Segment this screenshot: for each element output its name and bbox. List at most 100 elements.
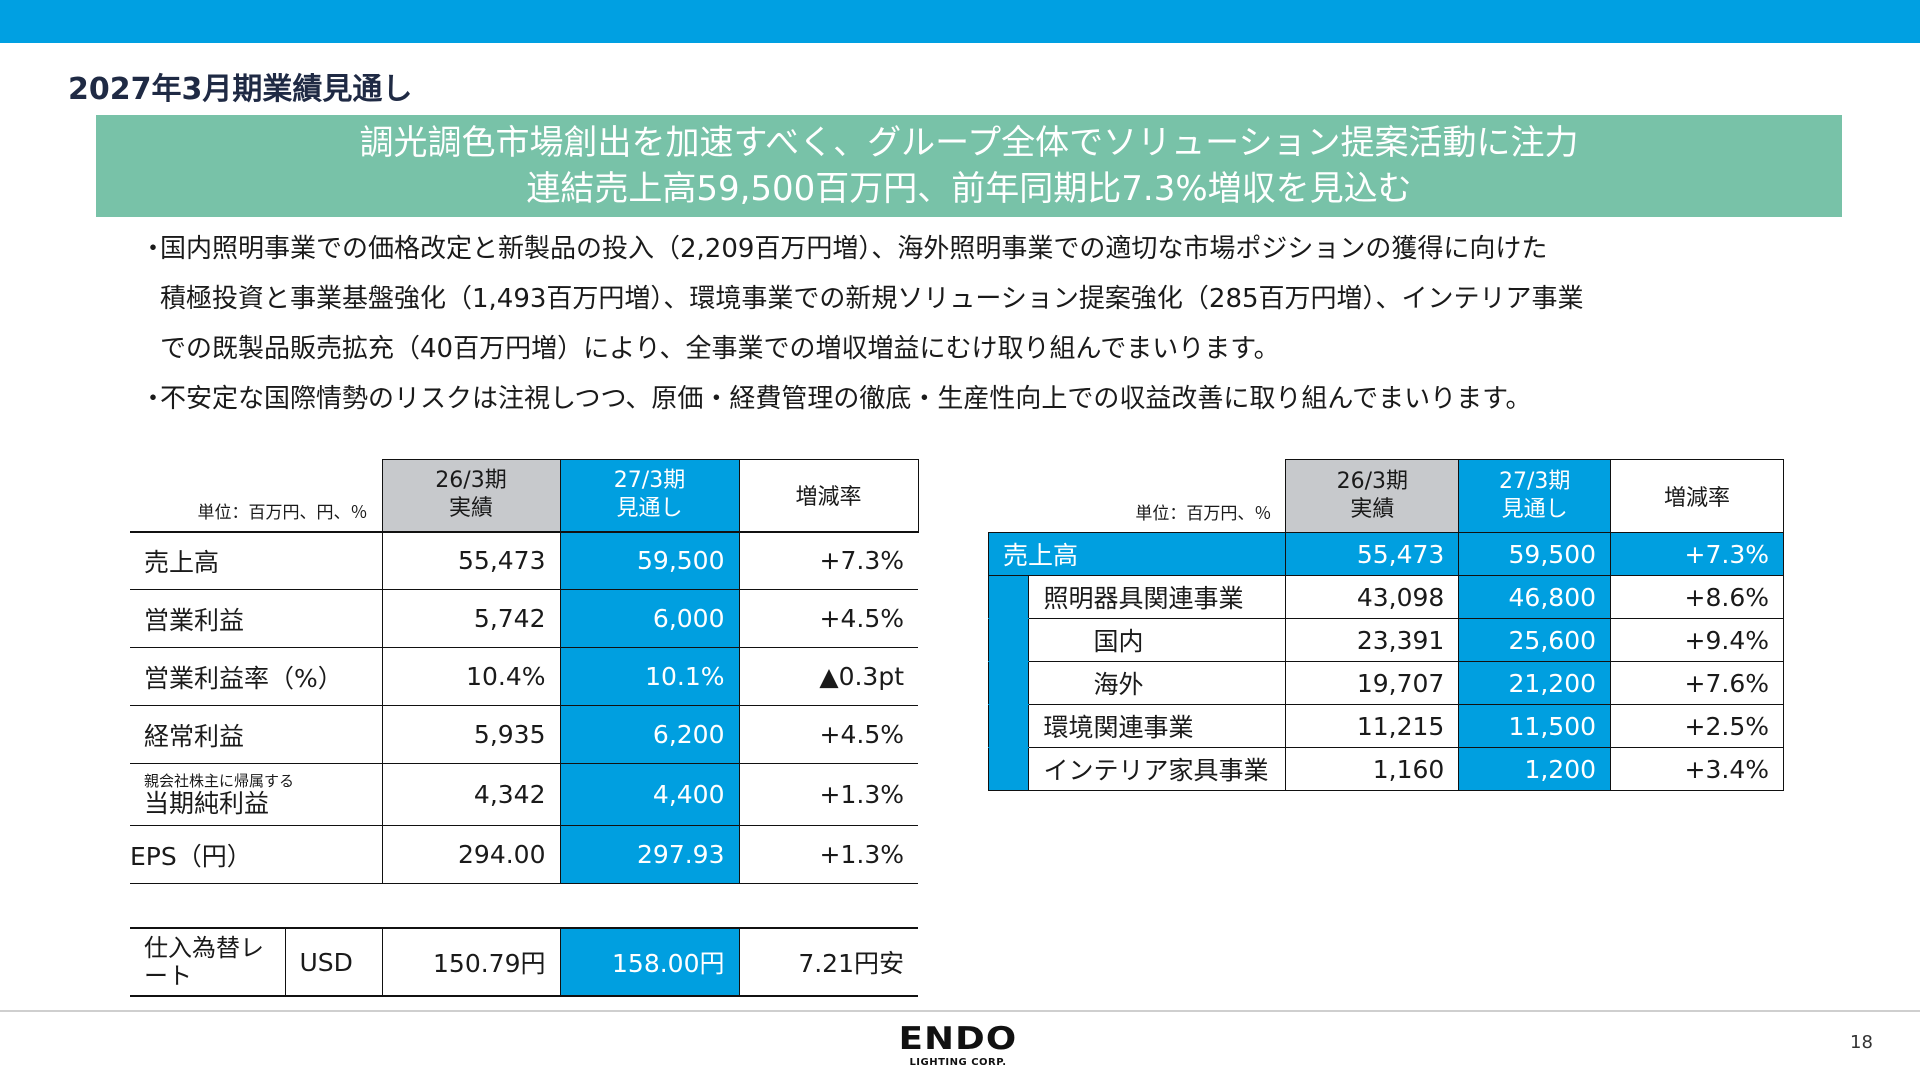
table-row: インテリア家具事業 1,160 1,200 +3.4% [987, 747, 1784, 791]
value-actual: 5,935 [382, 705, 561, 764]
value-actual: 4,342 [382, 763, 561, 826]
value-change: +8.6% [1610, 575, 1784, 619]
value-forecast: 46,800 [1458, 575, 1612, 619]
bullet-item: ・ 国内照明事業での価格改定と新製品の投入（2,209百万円増）、海外照明事業で… [140, 224, 1840, 374]
header-change-rate: 増減率 [738, 459, 919, 533]
row-label: 仕入為替レ ート [130, 928, 286, 996]
table-row: 照明器具関連事業 43,098 46,800 +8.6% [987, 575, 1784, 619]
header-forecast: 27/3期 見通し [559, 459, 740, 533]
value-actual: 43,098 [1285, 575, 1460, 619]
header-actual: 26/3期 実績 [381, 459, 561, 533]
table-header-row: 単位：百万円、円、％ 26/3期 実績 27/3期 見通し 増減率 [130, 459, 919, 533]
value-change: +9.4% [1610, 618, 1784, 662]
bullet-dot: ・ [140, 384, 167, 414]
banner-line-2: 連結売上高59,500百万円、前年同期比7.3%増収を見込む [526, 169, 1412, 209]
value-actual: 1,160 [1285, 747, 1460, 791]
value-forecast: 59,500 [1458, 532, 1612, 576]
table-row: 国内 23,391 25,600 +9.4% [987, 618, 1784, 662]
value-actual: 19,707 [1285, 661, 1460, 705]
row-label: 経常利益 [130, 705, 383, 764]
row-label: EPS（円） [130, 825, 383, 884]
value-change: +3.4% [1610, 747, 1784, 791]
value-actual: 11,215 [1285, 704, 1460, 748]
value-actual: 5,742 [382, 589, 561, 648]
row-label: インテリア家具事業 [1028, 747, 1287, 791]
table-row-total: 売上高 55,473 59,500 +7.3% [987, 532, 1784, 576]
row-label: 売上高 [130, 531, 383, 590]
table-row: 海外 19,707 21,200 +7.6% [987, 661, 1784, 705]
value-change: +2.5% [1610, 704, 1784, 748]
banner-line-1: 調光調色市場創出を加速すべく、グループ全体でソリューション提案活動に注力 [359, 123, 1579, 163]
table-row: EPS（円） 294.00 297.93 +1.3% [130, 825, 918, 884]
value-forecast: 59,500 [560, 531, 740, 590]
table-row: 売上高 55,473 59,500 +7.3% [130, 531, 918, 590]
table-row: 営業利益率（%） 10.4% 10.1% ▲0.3pt [130, 647, 918, 706]
value-forecast: 4,400 [560, 763, 740, 826]
row-label: 営業利益 [130, 589, 383, 648]
header-change-rate: 増減率 [1610, 459, 1784, 533]
value-forecast: 10.1% [560, 647, 740, 706]
value-change: +7.3% [1610, 532, 1784, 576]
bullet-item: ・ 不安定な国際情勢のリスクは注視しつつ、原価・経費管理の徹底・生産性向上での収… [140, 374, 1840, 424]
table-row: 仕入為替レ ート USD 150.79円 158.00円 7.21円安 [130, 928, 918, 996]
value-forecast: 6,000 [560, 589, 740, 648]
indent-stub [987, 704, 1030, 748]
value-actual: 10.4% [382, 647, 561, 706]
row-label: 照明器具関連事業 [1028, 575, 1287, 619]
indent-stub [987, 618, 1030, 662]
value-change: +1.3% [739, 763, 918, 826]
bullet-dot: ・ [140, 234, 167, 264]
indent-stub [987, 661, 1030, 705]
row-label: 売上高 [987, 532, 1287, 576]
table-row: 環境関連事業 11,215 11,500 +2.5% [987, 704, 1784, 748]
exchange-rate-table: 仕入為替レ ート USD 150.79円 158.00円 7.21円安 [130, 927, 918, 997]
table-row: 親会社株主に帰属する 当期純利益 4,342 4,400 +1.3% [130, 763, 918, 826]
unit-label: 単位：百万円、円、％ [130, 459, 382, 533]
bullet-list: ・ 国内照明事業での価格改定と新製品の投入（2,209百万円増）、海外照明事業で… [140, 224, 1840, 424]
page-title: 2027年3月期業績見通し [68, 72, 413, 107]
value-forecast: 25,600 [1458, 618, 1612, 662]
table-row: 営業利益 5,742 6,000 +4.5% [130, 589, 918, 648]
value-forecast: 21,200 [1458, 661, 1612, 705]
bullet-line: 国内照明事業での価格改定と新製品の投入（2,209百万円増）、海外照明事業での適… [160, 234, 1548, 264]
value-forecast: 297.93 [560, 825, 740, 884]
table-row: 経常利益 5,935 6,200 +4.5% [130, 705, 918, 764]
value-forecast: 6,200 [560, 705, 740, 764]
row-label-note: 親会社株主に帰属する [144, 771, 295, 790]
value-change: +7.3% [739, 531, 918, 590]
consolidated-forecast-table: 単位：百万円、円、％ 26/3期 実績 27/3期 見通し 増減率 売上高 55,4… [130, 459, 919, 884]
value-actual: 23,391 [1285, 618, 1460, 662]
company-logo: ENDO LIGHTING CORP. [888, 1024, 1028, 1070]
header-actual: 26/3期 実績 [1285, 459, 1460, 533]
logo-wordmark: ENDO [898, 1021, 1018, 1057]
value-change: +4.5% [739, 589, 918, 648]
row-label-main: 当期純利益 [144, 788, 270, 818]
value-change: +1.3% [739, 825, 918, 884]
table-header-row: 単位：百万円、％ 26/3期 実績 27/3期 見通し 増減率 [988, 459, 1784, 533]
row-label: 環境関連事業 [1028, 704, 1287, 748]
value-forecast: 158.00円 [560, 928, 740, 996]
currency-label: USD [285, 928, 383, 996]
headline-banner: 調光調色市場創出を加速すべく、グループ全体でソリューション提案活動に注力 連結売… [96, 115, 1842, 217]
value-actual: 150.79円 [382, 928, 561, 996]
segment-forecast-table: 単位：百万円、％ 26/3期 実績 27/3期 見通し 増減率 売上高 55,473… [987, 459, 1784, 791]
value-actual: 55,473 [1285, 532, 1460, 576]
value-change: +4.5% [739, 705, 918, 764]
logo-subtext: LIGHTING CORP. [909, 1057, 1007, 1068]
indent-stub [987, 575, 1030, 619]
row-label: 親会社株主に帰属する 当期純利益 [130, 763, 383, 826]
top-accent-bar [0, 0, 1920, 43]
footer-divider [0, 1010, 1920, 1012]
value-actual: 294.00 [382, 825, 561, 884]
page-number: 18 [1850, 1032, 1873, 1053]
row-label: 国内 [1028, 618, 1287, 662]
bullet-line: 不安定な国際情勢のリスクは注視しつつ、原価・経費管理の徹底・生産性向上での収益改… [160, 384, 1532, 414]
unit-label: 単位：百万円、％ [988, 459, 1287, 533]
row-label: 営業利益率（%） [130, 647, 383, 706]
row-label: 海外 [1028, 661, 1287, 705]
indent-stub [987, 747, 1030, 791]
value-change: ▲0.3pt [739, 647, 918, 706]
value-actual: 55,473 [382, 531, 561, 590]
value-change: 7.21円安 [798, 949, 904, 978]
bullet-line: での既製品販売拡充（40百万円増）により、全事業での増収増益にむけ取り組んでまい… [160, 334, 1280, 364]
